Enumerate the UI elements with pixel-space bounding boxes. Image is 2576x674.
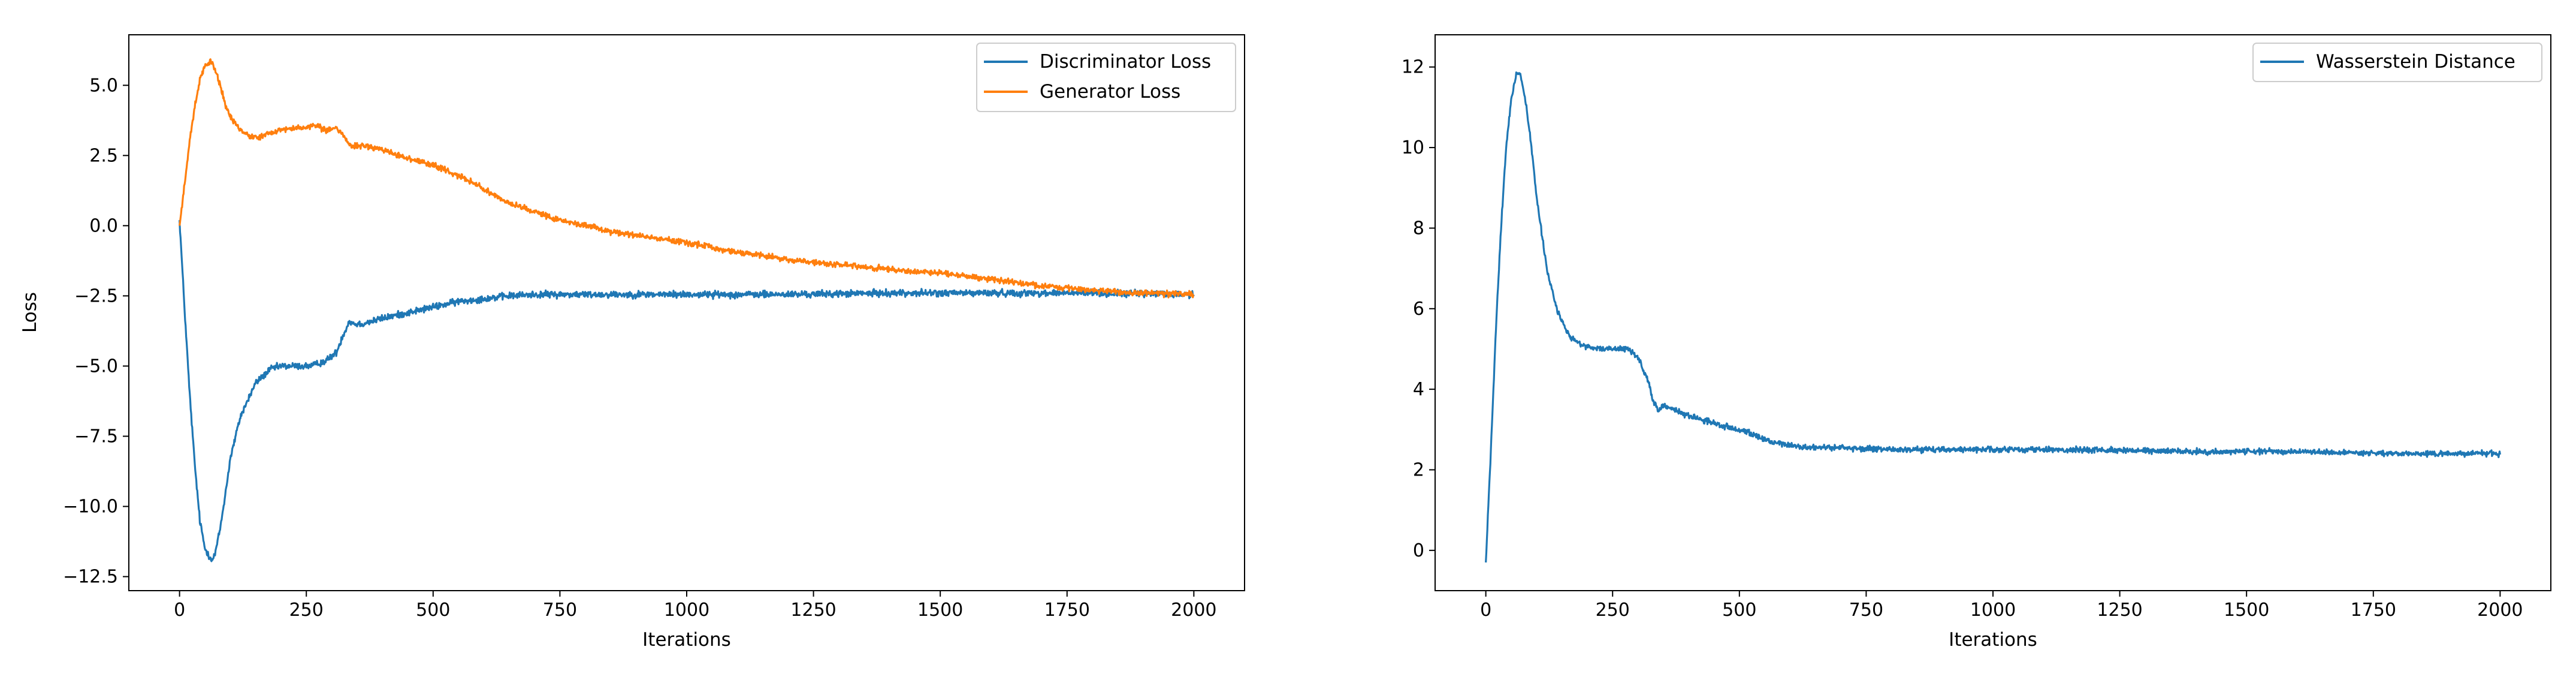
- x-tick-label-500: 500: [416, 600, 450, 621]
- legend-label-discriminator-loss: Discriminator Loss: [1040, 51, 1211, 73]
- series-line-generator-loss: [179, 58, 1195, 299]
- loss-chart-series-group: [179, 58, 1195, 562]
- x-tick-label-2000: 2000: [1171, 600, 1216, 621]
- loss-chart-legend-box: [976, 43, 1236, 112]
- x-tick-label-750: 750: [1849, 600, 1883, 621]
- x-tick-label-500: 500: [1722, 600, 1756, 621]
- wasserstein-chart-series-group: [1485, 71, 2501, 563]
- x-tick-label-1250: 1250: [2097, 600, 2142, 621]
- y-tick-label-4: 4: [1413, 379, 1424, 400]
- series-line-discriminator-loss: [179, 219, 1195, 562]
- y-tick-label-8: 8: [1413, 218, 1424, 239]
- wasserstein-chart-x-axis-label: Iterations: [1949, 629, 2037, 651]
- y-tick-label-2-5: 2.5: [89, 145, 118, 166]
- y-tick-label-0: 0: [1413, 540, 1424, 561]
- x-tick-label-750: 750: [543, 600, 577, 621]
- wasserstein-chart-legend: Wasserstein Distance: [2252, 43, 2542, 82]
- y-tick-label-5: −5.0: [74, 356, 118, 377]
- y-tick-label-10: 10: [1402, 137, 1424, 158]
- x-tick-label-1750: 1750: [2351, 600, 2396, 621]
- x-tick-label-1000: 1000: [664, 600, 709, 621]
- x-tick-label-1500: 1500: [917, 600, 963, 621]
- x-tick-label-2000: 2000: [2477, 600, 2523, 621]
- y-tick-label-10: −10.0: [63, 497, 118, 517]
- y-tick-label-6: 6: [1413, 299, 1424, 320]
- wasserstein-chart: 0 250 500 750 1000 1250 1500 1750 2000 0 2 4 6 8 10 12…: [1402, 34, 2551, 651]
- legend-label-wasserstein-distance: Wasserstein Distance: [2316, 51, 2515, 73]
- wasserstein-chart-frame: [1435, 34, 2551, 591]
- legend-label-generator-loss: Generator Loss: [1040, 81, 1180, 103]
- x-tick-label-0: 0: [1480, 600, 1491, 621]
- loss-chart-frame: [128, 34, 1245, 591]
- series-line-wasserstein-distance: [1485, 71, 2501, 563]
- loss-chart-x-ticks: 0 250 500 750 1000 1250 1500 1750 2000: [174, 591, 1217, 621]
- x-tick-label-1250: 1250: [790, 600, 836, 621]
- x-tick-label-250: 250: [289, 600, 324, 621]
- x-tick-label-1750: 1750: [1044, 600, 1090, 621]
- loss-chart-legend: Discriminator Loss Generator Loss: [976, 43, 1236, 112]
- x-tick-label-1500: 1500: [2224, 600, 2269, 621]
- y-tick-label-2-5: −2.5: [74, 285, 118, 306]
- loss-chart-y-ticks: −12.5 −10.0 −7.5 −5.0 −2.5 0.0 2.5 5.0: [63, 75, 129, 588]
- wasserstein-chart-y-ticks: 0 2 4 6 8 10 12: [1402, 57, 1435, 561]
- loss-chart-x-axis-label: Iterations: [642, 629, 731, 651]
- x-tick-label-1000: 1000: [1970, 600, 2016, 621]
- wasserstein-chart-x-ticks: 0 250 500 750 1000 1250 1500 1750 2000: [1480, 591, 2523, 621]
- y-tick-label-0: 0.0: [89, 215, 118, 236]
- x-tick-label-250: 250: [1596, 600, 1630, 621]
- y-tick-label-12-5: −12.5: [63, 567, 118, 588]
- loss-chart-y-axis-label: Loss: [19, 292, 41, 333]
- y-tick-label-12: 12: [1402, 57, 1424, 78]
- x-tick-label-0: 0: [174, 600, 185, 621]
- loss-chart: 0 250 500 750 1000 1250 1500 1750 2000 −12.5 −10.…: [19, 34, 1245, 651]
- y-tick-label-2: 2: [1413, 459, 1424, 480]
- y-tick-label-5: 5.0: [89, 75, 118, 96]
- wasserstein-chart-legend-box: [2252, 43, 2542, 82]
- y-tick-label-7-5: −7.5: [74, 426, 118, 447]
